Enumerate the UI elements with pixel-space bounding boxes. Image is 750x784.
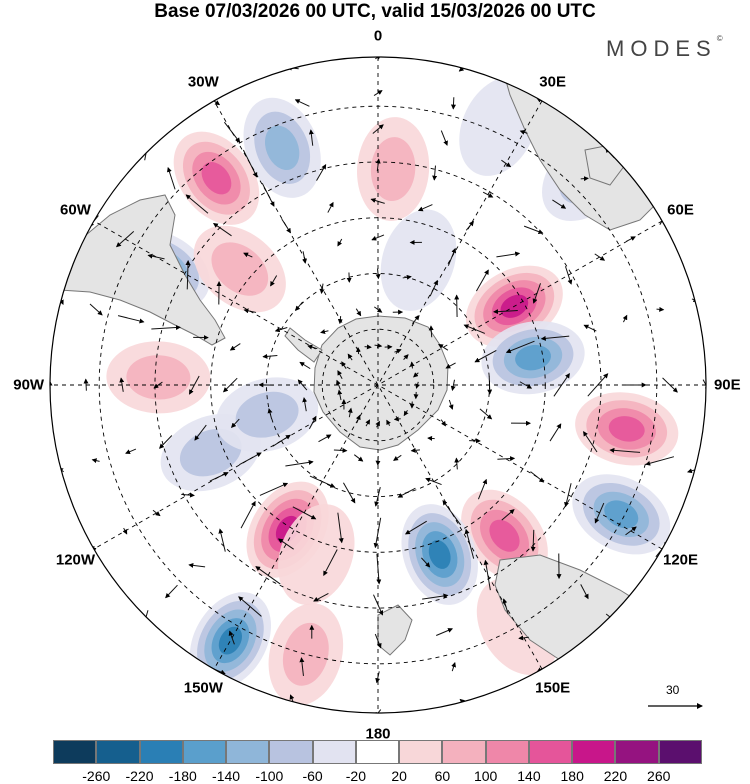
reference-vector-value: 30: [666, 683, 679, 697]
colorbar-tick-label: 180: [561, 768, 584, 784]
wind-arrow: [118, 316, 144, 322]
wind-arrow: [550, 424, 561, 441]
anomaly-1: [354, 115, 433, 224]
colorbar-swatch: [529, 740, 572, 764]
colorbar-tick-label: -140: [212, 768, 240, 784]
wind-arrow: [566, 483, 572, 506]
colorbar-swatch: [53, 740, 96, 764]
longitude-label: 60E: [667, 202, 694, 219]
anomaly-15: [105, 340, 211, 416]
wind-arrow: [496, 253, 519, 257]
wind-arrow: [319, 435, 331, 442]
longitude-label: 90W: [13, 377, 44, 394]
wind-arrow: [356, 309, 360, 316]
colorbar-swatch: [399, 740, 442, 764]
colorbar-tick-label: -220: [126, 768, 154, 784]
colorbar-swatch: [313, 740, 356, 764]
colorbar-tick-label: -260: [82, 768, 110, 784]
wind-arrow: [453, 97, 454, 109]
wind-arrow: [394, 455, 402, 460]
colorbar-swatch: [442, 740, 485, 764]
wind-arrow: [436, 629, 452, 636]
wind-arrow: [441, 131, 447, 146]
colorbar-tick-label: -100: [255, 768, 283, 784]
colorbar-swatch: [140, 740, 183, 764]
wind-arrow: [434, 166, 435, 180]
colorbar-swatch: [269, 740, 312, 764]
wind-arrow: [285, 462, 312, 466]
longitude-label: 90E: [714, 377, 741, 394]
wind-arrow: [452, 663, 455, 671]
colorbar-tick-label: -180: [169, 768, 197, 784]
colorbar-swatch: [659, 740, 702, 764]
longitude-label: 0: [374, 27, 382, 44]
colorbar-tick-label: 100: [474, 768, 497, 784]
wind-arrow: [456, 458, 457, 469]
colorbar-tick-label: 140: [517, 768, 540, 784]
colorbar-swatch: [226, 740, 269, 764]
longitude-label: 150E: [535, 679, 570, 696]
wind-arrow: [168, 168, 175, 190]
wind-arrow: [166, 585, 178, 597]
wind-arrow: [623, 315, 626, 322]
antarctic-peninsula: [285, 328, 322, 362]
wind-arrow: [231, 344, 241, 351]
colorbar-swatch: [572, 740, 615, 764]
wind-arrow: [565, 266, 571, 284]
wind-arrow: [328, 203, 333, 213]
wind-arrow: [343, 483, 354, 503]
wind-arrow: [220, 529, 225, 551]
wind-arrow: [480, 409, 492, 419]
wind-arrow: [657, 309, 664, 310]
wind-arrow: [354, 455, 362, 461]
new-zealand: [378, 605, 412, 655]
longitude-label: 120E: [663, 551, 698, 568]
anomaly-7: [569, 384, 684, 473]
wind-arrow: [189, 565, 205, 567]
colorbar-swatch: [615, 740, 658, 764]
longitude-label: 150W: [184, 679, 223, 696]
colorbar-tick-label: 260: [647, 768, 670, 784]
wind-arrow: [126, 449, 136, 453]
longitude-label: 30W: [188, 74, 219, 91]
wind-arrow: [151, 327, 180, 329]
colorbar-tick-label: 20: [391, 768, 407, 784]
longitude-label: 120W: [56, 551, 95, 568]
colorbar: [53, 740, 702, 764]
antarctica: [314, 316, 448, 450]
colorbar-tick-label: 60: [435, 768, 451, 784]
wind-arrow: [295, 100, 309, 106]
wind-arrow: [338, 239, 342, 246]
wind-arrow: [581, 178, 588, 179]
colorbar-swatch: [96, 740, 139, 764]
wind-arrow: [300, 362, 310, 368]
colorbar-tick-label: 220: [604, 768, 627, 784]
colorbar-tick-label: -60: [302, 768, 322, 784]
longitude-label: 60W: [60, 202, 91, 219]
wind-arrow: [449, 400, 452, 409]
colorbar-swatch: [486, 740, 529, 764]
colorbar-swatch: [356, 740, 399, 764]
colorbar-swatch: [183, 740, 226, 764]
longitude-label: 30E: [539, 74, 566, 91]
wind-arrow: [90, 304, 102, 315]
wind-arrow: [365, 347, 371, 348]
wind-arrow: [92, 460, 99, 462]
wind-arrow: [321, 331, 329, 333]
colorbar-tick-label: -20: [346, 768, 366, 784]
